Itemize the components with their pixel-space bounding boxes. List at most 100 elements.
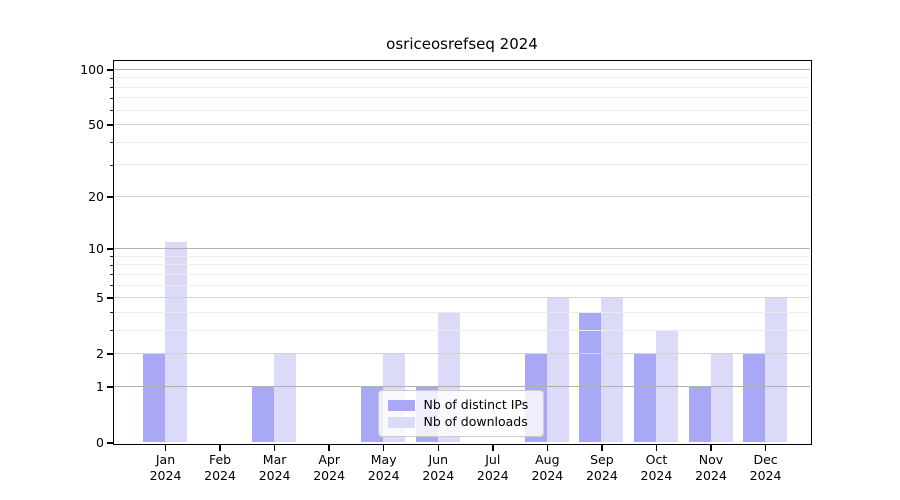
gridline-minor-30 xyxy=(113,164,810,166)
x-tick-label-aug: Aug 2024 xyxy=(512,452,582,483)
legend-swatch-downloads xyxy=(387,416,415,428)
x-tick-label-jan: Jan 2024 xyxy=(131,452,201,483)
x-label-month-sep: Sep xyxy=(590,452,614,467)
x-tick-label-jul: Jul 2024 xyxy=(458,452,528,483)
legend-label-distinct-ips: Nb of distinct IPs xyxy=(423,397,529,412)
y-tick-label-50: 50 xyxy=(88,117,104,133)
y-tick-5 xyxy=(106,297,114,299)
x-label-month-nov: Nov xyxy=(698,452,724,467)
x-label-year-aug: 2024 xyxy=(531,467,564,483)
bar-distinct-ips-oct xyxy=(633,353,656,443)
y-tick-10 xyxy=(106,248,114,250)
gridline-minor-60 xyxy=(113,109,810,111)
bar-distinct-ips-dec xyxy=(743,353,766,443)
y-minor-tick-3 xyxy=(110,330,114,332)
gridline-labeled-5 xyxy=(113,297,810,299)
x-tick-label-apr: Apr 2024 xyxy=(294,452,364,483)
legend-label-downloads: Nb of downloads xyxy=(423,414,528,429)
x-label-year-jun: 2024 xyxy=(422,467,455,483)
x-label-year-may: 2024 xyxy=(367,467,400,483)
x-label-month-jun: Jun xyxy=(428,452,449,467)
y-tick-label-20: 20 xyxy=(88,188,104,204)
x-label-month-aug: Aug xyxy=(535,452,560,467)
x-tick-label-oct: Oct 2024 xyxy=(621,452,691,483)
y-minor-tick-7 xyxy=(110,274,114,276)
bar-distinct-ips-sep xyxy=(579,312,602,443)
y-tick-label-5: 5 xyxy=(96,290,104,306)
bar-distinct-ips-jan xyxy=(143,353,165,443)
y-tick-50 xyxy=(106,124,114,126)
x-label-year-feb: 2024 xyxy=(204,467,236,483)
x-tick-label-sep: Sep 2024 xyxy=(567,452,637,483)
y-tick-label-0: 0 xyxy=(96,435,104,450)
gridline-decade-1 xyxy=(113,385,810,387)
gridline-minor-90 xyxy=(113,77,810,79)
x-tick-mar xyxy=(273,444,276,451)
x-tick-aug xyxy=(546,444,549,451)
y-minor-tick-30 xyxy=(110,164,114,166)
y-tick-label-2: 2 xyxy=(96,346,104,362)
gridline-minor-3 xyxy=(113,329,810,331)
gridline-minor-80 xyxy=(113,86,810,88)
y-tick-1 xyxy=(106,386,114,388)
x-label-year-oct: 2024 xyxy=(640,467,673,483)
bar-downloads-sep xyxy=(601,297,624,443)
x-tick-jan xyxy=(164,444,167,451)
x-tick-sep xyxy=(601,444,603,451)
y-minor-tick-6 xyxy=(110,285,114,287)
gridline-minor-70 xyxy=(113,97,810,99)
x-tick-oct xyxy=(655,444,658,451)
gridline-minor-6 xyxy=(113,284,810,286)
y-minor-tick-9 xyxy=(110,256,114,258)
x-tick-jul xyxy=(492,444,494,451)
x-label-month-apr: Apr xyxy=(318,452,340,467)
legend-item-distinct-ips: Nb of distinct IPs xyxy=(387,397,535,414)
y-minor-tick-4 xyxy=(110,312,114,314)
x-label-month-jul: Jul xyxy=(485,452,501,467)
y-tick-label-100: 100 xyxy=(80,62,104,77)
chart-title: osriceosrefseq 2024 xyxy=(386,35,538,53)
gridline-labeled-20 xyxy=(113,195,810,197)
y-minor-tick-8 xyxy=(110,264,114,266)
plot-area: Nb of distinct IPs Nb of downloads xyxy=(112,59,812,445)
y-minor-tick-60 xyxy=(110,110,114,112)
x-label-month-oct: Oct xyxy=(645,452,668,467)
bar-distinct-ips-nov xyxy=(688,386,711,443)
x-tick-jun xyxy=(437,444,439,451)
gridline-minor-8 xyxy=(113,264,810,266)
gridline-decade-10 xyxy=(113,248,810,250)
y-minor-tick-90 xyxy=(110,77,114,79)
y-tick-label-1: 1 xyxy=(96,378,104,394)
x-label-month-jan: Jan xyxy=(155,452,176,467)
bar-downloads-dec xyxy=(765,297,788,443)
gridline-labeled-2 xyxy=(113,353,810,355)
legend: Nb of distinct IPs Nb of downloads xyxy=(377,389,544,437)
x-tick-label-mar: Mar 2024 xyxy=(240,452,310,483)
y-tick-2 xyxy=(106,353,114,355)
x-tick-may xyxy=(382,444,385,451)
x-tick-label-feb: Feb 2024 xyxy=(185,452,255,483)
legend-item-downloads: Nb of downloads xyxy=(387,414,535,431)
gridline-labeled-50 xyxy=(113,124,810,126)
x-tick-label-nov: Nov 2024 xyxy=(676,452,746,483)
x-label-year-jan: 2024 xyxy=(149,467,182,483)
x-tick-label-dec: Dec 2024 xyxy=(731,452,801,483)
x-label-year-jul: 2024 xyxy=(476,467,509,483)
bar-downloads-jan xyxy=(165,241,187,443)
gridline-decade-100 xyxy=(113,69,810,70)
x-label-year-mar: 2024 xyxy=(258,467,291,483)
y-tick-20 xyxy=(106,196,114,198)
x-label-year-sep: 2024 xyxy=(585,467,618,483)
bar-downloads-nov xyxy=(710,353,733,443)
x-tick-feb xyxy=(219,444,221,451)
y-minor-tick-70 xyxy=(110,97,114,99)
y-tick-label-10: 10 xyxy=(88,241,104,257)
bar-downloads-mar xyxy=(274,353,297,443)
grid-layer xyxy=(113,61,810,443)
y-minor-tick-80 xyxy=(110,87,114,89)
bar-distinct-ips-mar xyxy=(252,386,275,443)
bar-downloads-aug xyxy=(546,297,569,443)
y-tick-100 xyxy=(106,69,114,71)
x-tick-label-jun: Jun 2024 xyxy=(403,452,473,483)
